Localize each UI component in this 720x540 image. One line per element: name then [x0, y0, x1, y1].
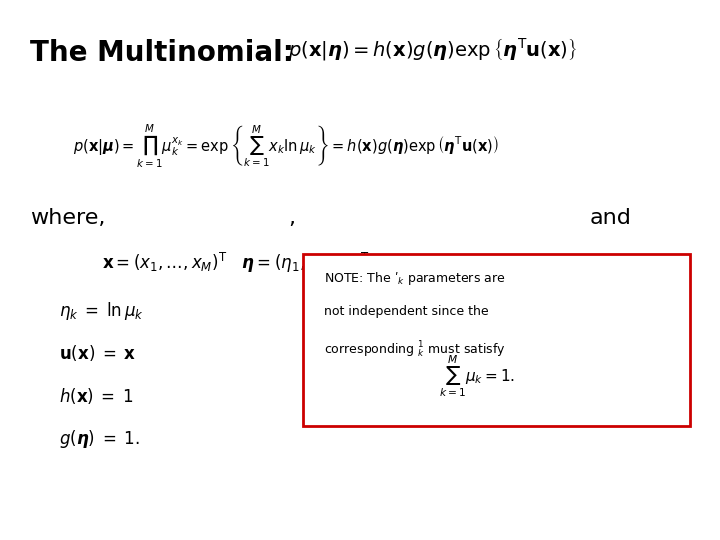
- Text: where,: where,: [30, 208, 105, 228]
- Text: $p(\mathbf{x}|\boldsymbol{\mu}) = \prod_{k=1}^{M} \mu_k^{x_k} = \exp\left\{\sum_: $p(\mathbf{x}|\boldsymbol{\mu}) = \prod_…: [73, 122, 499, 170]
- Text: The Multinomial:: The Multinomial:: [30, 39, 294, 67]
- Text: $g(\boldsymbol{\eta}) \;=\; 1.$: $g(\boldsymbol{\eta}) \;=\; 1.$: [59, 428, 140, 450]
- Text: NOTE: The ʹ$_k$ parameters are: NOTE: The ʹ$_k$ parameters are: [324, 270, 505, 287]
- Text: ,: ,: [288, 208, 295, 228]
- Text: $\eta_k \;=\; \ln\mu_k$: $\eta_k \;=\; \ln\mu_k$: [59, 300, 143, 321]
- Text: $h(\mathbf{x}) \;=\; 1$: $h(\mathbf{x}) \;=\; 1$: [59, 386, 133, 406]
- Text: $\sum_{k=1}^{M} \mu_k = 1.$: $\sum_{k=1}^{M} \mu_k = 1.$: [439, 353, 515, 399]
- Text: $p(\mathbf{x}|\boldsymbol{\eta}) = h(\mathbf{x})g(\boldsymbol{\eta})\exp\left\{\: $p(\mathbf{x}|\boldsymbol{\eta}) = h(\ma…: [288, 36, 577, 62]
- FancyBboxPatch shape: [302, 254, 690, 426]
- Text: not independent since the: not independent since the: [324, 305, 489, 318]
- Text: $\mathbf{x} = (x_1,\ldots,x_M)^\mathrm{T} \quad \boldsymbol{\eta} = (\eta_1,\ldo: $\mathbf{x} = (x_1,\ldots,x_M)^\mathrm{T…: [102, 251, 369, 275]
- Text: and: and: [590, 208, 631, 228]
- Text: $\mathbf{u}(\mathbf{x}) \;=\; \mathbf{x}$: $\mathbf{u}(\mathbf{x}) \;=\; \mathbf{x}…: [59, 342, 136, 362]
- Text: corresponding $^1_k$ must satisfy: corresponding $^1_k$ must satisfy: [324, 340, 506, 360]
